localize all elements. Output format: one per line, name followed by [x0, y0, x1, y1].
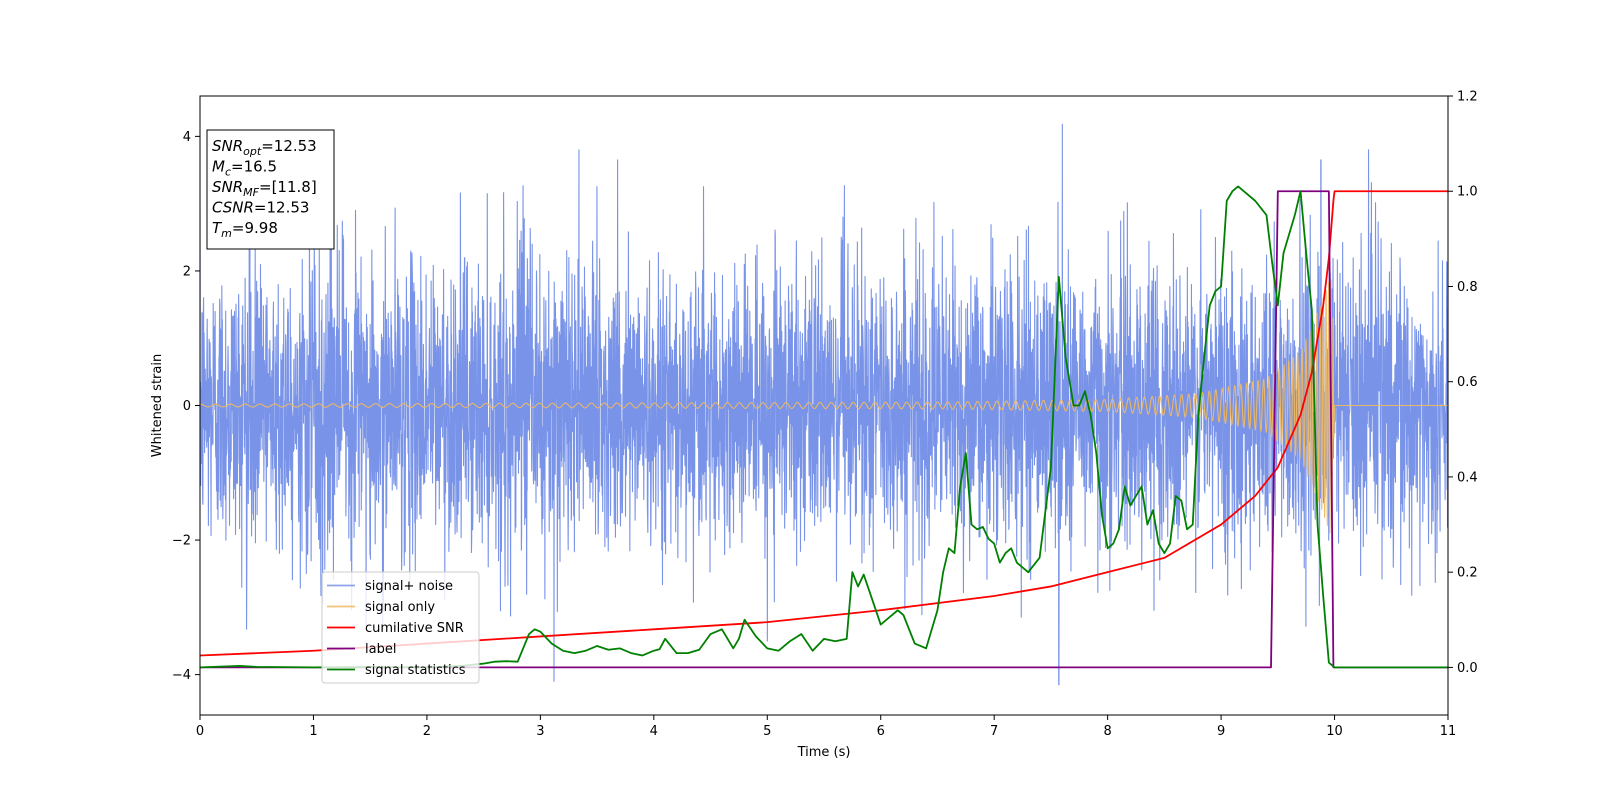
x-tick-label: 4: [650, 724, 658, 739]
y-tick-label: −2: [172, 534, 191, 549]
legend-label: signal statistics: [365, 663, 466, 678]
y2-tick-label: 1.2: [1457, 90, 1478, 105]
y-tick-label: 0: [183, 399, 191, 414]
x-axis: 0 1 2 3 4 5 6 7 8 9 10 11: [196, 715, 1456, 739]
y2-tick-label: 0.8: [1457, 280, 1478, 295]
info-line: SNRMF=[11.8]: [212, 178, 317, 199]
x-tick-label: 11: [1440, 724, 1457, 739]
x-tick-label: 7: [990, 724, 998, 739]
x-axis-label: Time (s): [797, 745, 851, 760]
legend-label: signal only: [365, 600, 435, 615]
legend-frame: [321, 571, 480, 684]
info-line: SNRopt=12.53: [212, 137, 317, 158]
info-line: CSNR=12.53: [212, 199, 309, 217]
x-tick-label: 0: [196, 724, 204, 739]
series-signal-statistics: [200, 185, 1448, 669]
series-layer: [200, 123, 1448, 686]
x-tick-label: 3: [536, 724, 544, 739]
y-axis-label: Whitened strain: [150, 354, 165, 457]
y-tick-label: 2: [183, 264, 191, 279]
y2-tick-label: 0.0: [1457, 661, 1478, 676]
series-cumilative-snr: [200, 190, 1448, 657]
x-tick-label: 10: [1326, 724, 1343, 739]
y-tick-label: −4: [172, 668, 191, 683]
x-tick-label: 6: [877, 724, 885, 739]
info-box: SNRopt=12.53Mc=16.5SNRMF=[11.8]CSNR=12.5…: [206, 129, 335, 250]
y-axis-left: −4 −2 0 2 4: [172, 130, 200, 683]
legend-label: label: [365, 642, 396, 657]
y2-tick-label: 0.6: [1457, 375, 1478, 390]
y2-tick-label: 0.4: [1457, 470, 1478, 485]
x-tick-label: 8: [1103, 724, 1111, 739]
legend: signal+ noise signal only cumilative SNR la…: [321, 571, 480, 684]
info-line: Mc=16.5: [212, 158, 277, 179]
legend-label: signal+ noise: [365, 579, 453, 594]
y-axis-right: 0.0 0.2 0.4 0.6 0.8 1.0 1.2: [1448, 90, 1478, 676]
series-signal-only: [200, 279, 1448, 538]
x-tick-label: 5: [763, 724, 771, 739]
x-tick-label: 1: [309, 724, 317, 739]
y2-tick-label: 0.2: [1457, 566, 1478, 581]
legend-label: cumilative SNR: [365, 621, 464, 636]
info-box-frame: [206, 129, 335, 250]
info-line: Tm=9.98: [212, 219, 278, 240]
x-tick-label: 2: [423, 724, 431, 739]
y2-tick-label: 1.0: [1457, 185, 1478, 200]
x-tick-label: 9: [1217, 724, 1225, 739]
y-tick-label: 4: [183, 130, 191, 145]
